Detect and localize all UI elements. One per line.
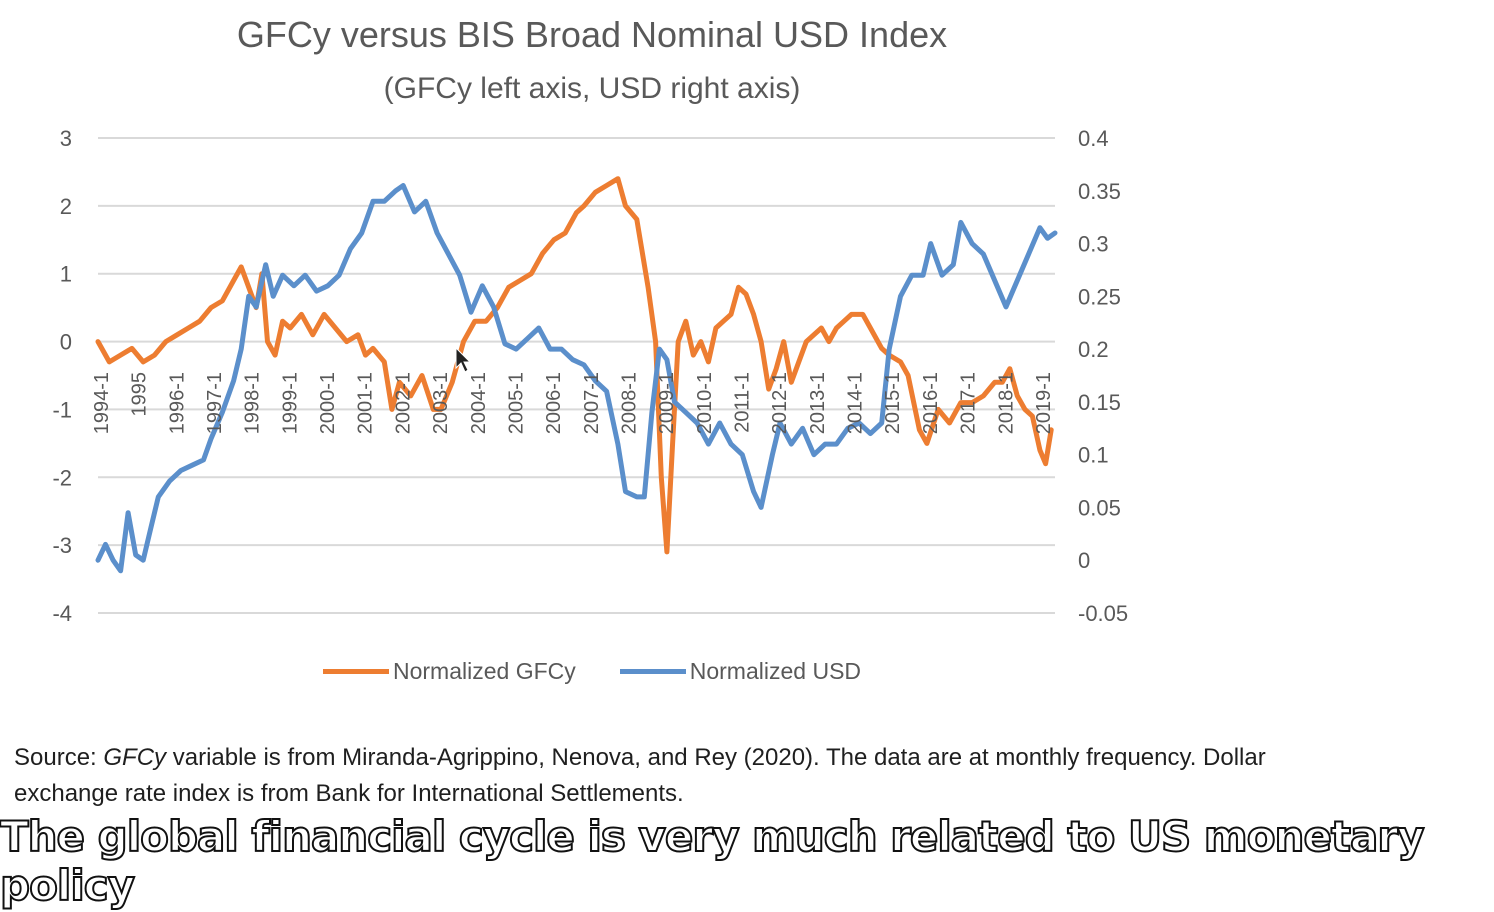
legend-swatch-gfcy (322, 669, 389, 674)
x-tick-label: 2019-1 (1033, 372, 1055, 434)
legend-item-usd: Normalized USD (619, 658, 862, 685)
chart-title: GFCy versus BIS Broad Nominal USD Index (236, 14, 948, 55)
legend: Normalized GFCy Normalized USD (0, 658, 1184, 685)
x-tick-label: 2003-1 (430, 372, 452, 434)
x-tick-label: 1999-1 (279, 372, 301, 434)
video-caption: The global financial cycle is very much … (0, 811, 1425, 911)
right-tick-label: 0 (1078, 548, 1090, 573)
x-tick-label: 2015-1 (882, 372, 904, 434)
x-tick-label: 2006-1 (543, 372, 565, 434)
source-prefix: Source: (14, 744, 104, 771)
left-axis: 3 2 1 0 -1 -2 -3 -4 (52, 126, 72, 626)
x-tick-label: 2014-1 (845, 372, 867, 434)
x-tick-label: 1995 (129, 372, 151, 417)
right-axis: 0.4 0.35 0.3 0.25 0.2 0.15 0.1 0.05 0 -0.05 (1078, 126, 1128, 626)
x-tick-label: 2011-1 (732, 372, 754, 433)
x-tick-label: 2018-1 (995, 372, 1017, 434)
source-note: Source: GFCy variable is from Miranda-Ag… (14, 740, 1274, 812)
source-italic: GFCy (103, 744, 167, 771)
x-tick-label: 2016-1 (920, 372, 942, 434)
left-tick-label: 0 (60, 330, 72, 355)
right-tick-label: 0.1 (1078, 443, 1109, 468)
right-tick-label: 0.25 (1078, 284, 1121, 309)
x-tick-label: 2013-1 (807, 372, 829, 434)
x-tick-label: 1998-1 (242, 372, 264, 434)
x-axis: 1994-1 1995 1996-1 1997-1 1998-1 1999-1 2000-1… (91, 372, 1055, 434)
x-tick-label: 1997-1 (204, 372, 226, 434)
left-tick-label: -3 (52, 533, 72, 558)
x-tick-label: 2005-1 (505, 372, 527, 434)
left-tick-label: 1 (60, 262, 72, 287)
x-tick-label: 2012-1 (769, 372, 791, 434)
chart-subtitle: (GFCy left axis, USD right axis) (383, 72, 801, 105)
right-tick-label: 0.15 (1078, 390, 1121, 415)
right-tick-label: 0.2 (1078, 337, 1109, 362)
x-tick-label: 2009-1 (656, 372, 678, 434)
right-tick-label: 0.4 (1078, 126, 1109, 151)
x-tick-label: 1996-1 (166, 372, 188, 434)
x-tick-label: 2008-1 (618, 372, 640, 434)
left-tick-label: -4 (52, 601, 72, 626)
series-line-usd (95, 183, 1058, 574)
x-tick-label: 2017-1 (958, 372, 980, 434)
gridlines (98, 137, 1055, 614)
legend-swatch-usd (619, 669, 686, 674)
series-lines (95, 176, 1058, 574)
x-tick-label: 2004-1 (468, 372, 490, 434)
x-tick-label: 2001-1 (355, 372, 377, 434)
right-tick-label: 0.05 (1078, 495, 1121, 520)
left-tick-label: -1 (52, 397, 72, 422)
x-tick-label: 2010-1 (694, 372, 716, 434)
right-tick-label: 0.35 (1078, 179, 1121, 204)
source-rest: variable is from Miranda-Agrippino, Neno… (14, 744, 1266, 807)
x-tick-label: 1994-1 (91, 372, 113, 434)
right-tick-label: 0.3 (1078, 232, 1109, 257)
legend-item-gfcy: Normalized GFCy (322, 658, 576, 685)
left-tick-label: 3 (60, 126, 72, 151)
left-tick-label: 2 (60, 194, 72, 219)
x-tick-label: 2002-1 (392, 372, 414, 434)
series-line-gfcy (95, 176, 1054, 555)
mouse-cursor-icon (455, 346, 472, 373)
left-tick-label: -2 (52, 465, 72, 490)
x-tick-label: 2007-1 (581, 372, 603, 434)
legend-label-usd: Normalized USD (689, 658, 862, 684)
right-tick-label: -0.05 (1078, 601, 1128, 626)
legend-label-gfcy: Normalized GFCy (392, 658, 576, 684)
x-tick-label: 2000-1 (317, 372, 339, 434)
